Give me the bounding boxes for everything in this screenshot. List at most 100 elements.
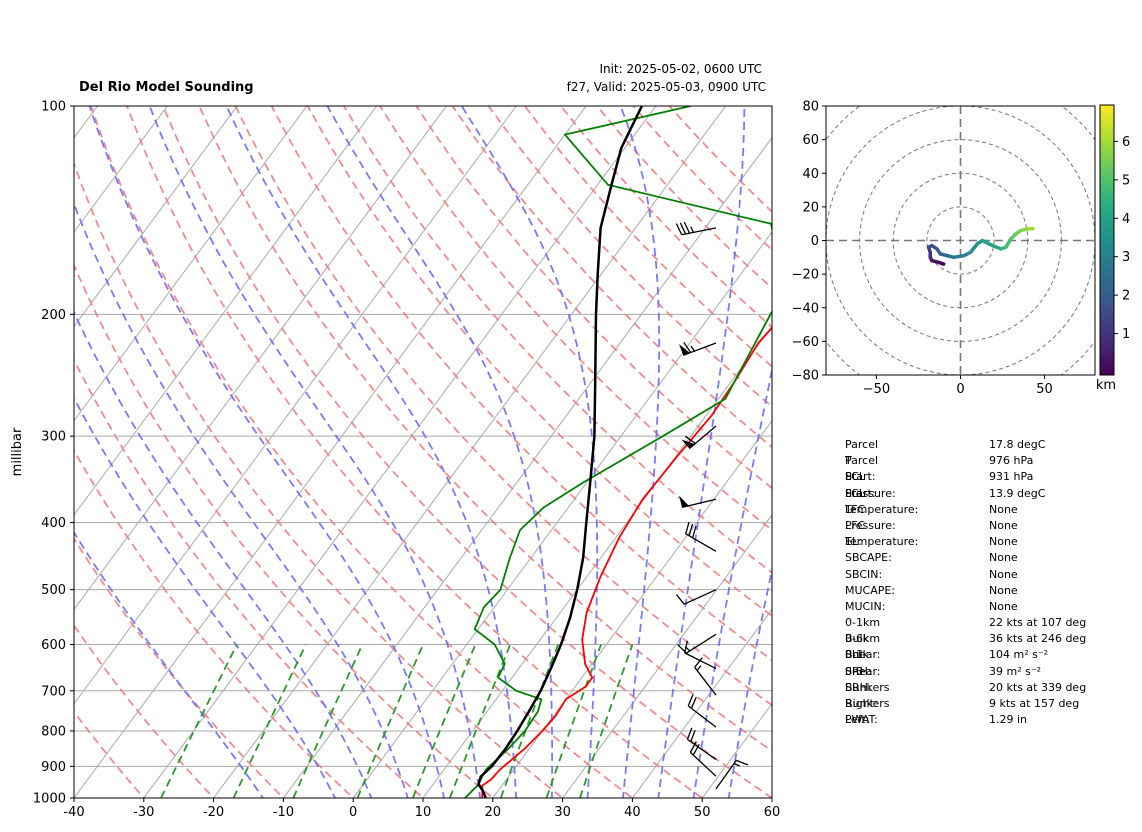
stat-label: LFC Temperature:: [845, 518, 919, 549]
wind-barb: [687, 694, 717, 728]
stat-label: 0-3 SRH:: [845, 664, 872, 694]
stat-value: 36 kts at 246 deg: [989, 632, 1087, 646]
moist-adiabat: [619, 106, 661, 798]
dry-adiabat: [74, 161, 565, 798]
colorbar-tick-label: 5: [1122, 173, 1130, 188]
isotherm-line: [74, 106, 448, 611]
moist-adiabat: [74, 201, 409, 798]
hodograph-y-tick-label: 60: [802, 133, 819, 148]
stat-value: None: [989, 567, 1018, 581]
stat-value: None: [989, 599, 1018, 613]
x-tick-label: -40: [63, 805, 84, 820]
hodograph-ring: [790, 95, 1142, 400]
stat-value: 104 m² s⁻²: [989, 648, 1049, 662]
moist-adiabat: [88, 106, 445, 798]
isotherm-line: [74, 106, 378, 516]
dry-adiabat: [162, 106, 772, 798]
mixing-ratio-line: [232, 644, 307, 798]
stat-label: 0-1km Bulk Shear:: [845, 616, 881, 662]
dry-adiabat: [74, 357, 425, 798]
y-tick-label: 500: [41, 583, 66, 598]
mixing-ratio-line: [356, 644, 424, 798]
y-tick-label: 200: [41, 308, 66, 323]
stat-label: MUCIN:: [845, 599, 886, 613]
hodograph-y-tick-label: 40: [802, 167, 819, 182]
mixing-ratio-line: [160, 644, 238, 798]
dry-adiabat: [74, 623, 215, 798]
isotherm-line: [282, 136, 772, 798]
y-tick-label: 400: [41, 516, 66, 531]
mixing-ratio-line: [579, 644, 634, 798]
stat-label: Parcel T Start:: [845, 438, 879, 484]
hodograph-y-tick-label: 0: [811, 234, 819, 249]
mixing-ratio-line: [292, 644, 364, 798]
colorbar-tick-label: 2: [1122, 289, 1130, 304]
moist-adiabat: [460, 106, 599, 798]
dry-adiabat: [306, 106, 772, 618]
stat-value: None: [989, 502, 1018, 516]
stat-value: 9 kts at 157 deg: [989, 697, 1080, 710]
stat-value: 931 hPa: [989, 470, 1034, 484]
hodograph-y-tick-label: −40: [792, 301, 819, 316]
x-tick-label: 10: [415, 805, 432, 820]
temperature-profile: [481, 326, 772, 798]
wind-barb: [689, 741, 717, 777]
colorbar-tick-label: 1: [1122, 327, 1130, 342]
stat-value: 1.29 in: [989, 713, 1028, 727]
isotherm-line: [492, 419, 772, 798]
x-tick-label: -20: [203, 805, 224, 820]
hodograph-segment: [980, 238, 995, 248]
hodograph-x-tick-label: 0: [956, 382, 964, 397]
dry-adiabat: [342, 106, 772, 574]
x-tick-label: 40: [624, 805, 641, 820]
stat-value: None: [989, 551, 1018, 565]
isotherm-line: [352, 231, 772, 798]
isotherm-line: [74, 106, 308, 422]
stat-label: LCL Pressure:: [845, 470, 896, 500]
stat-label: Bunkers Right:: [845, 680, 890, 711]
plot-frame: [73, 105, 773, 799]
x-tick-label: 0: [349, 805, 357, 820]
dry-adiabat: [234, 106, 772, 707]
wind-barb: [694, 657, 717, 696]
chart-title: Del Rio Model Sounding: [79, 80, 254, 95]
mixing-ratio-line: [545, 644, 602, 798]
stat-value: None: [989, 518, 1018, 532]
isotherm-line: [701, 702, 772, 798]
y-tick-label: 100: [41, 100, 66, 115]
isotherm-line: [631, 608, 772, 798]
stat-label: EL:: [845, 535, 862, 549]
colorbar-tick-label: 3: [1122, 250, 1130, 265]
wind-barb: [685, 521, 717, 552]
hodograph-y-tick-label: −20: [792, 268, 819, 283]
y-tick-label: 600: [41, 638, 66, 653]
parcel-profile: [477, 106, 644, 798]
dry-adiabat: [379, 106, 772, 532]
colorbar-label: km: [1096, 378, 1116, 393]
wind-barb: [681, 425, 717, 450]
stat-value: 22 kts at 107 deg: [989, 616, 1087, 630]
moist-adiabat: [74, 396, 337, 798]
hodograph-y-tick-label: 80: [802, 100, 819, 115]
y-tick-label: 300: [41, 430, 66, 445]
hodograph-y-tick-label: 20: [802, 200, 819, 215]
dry-adiabat: [198, 106, 772, 753]
wind-barb: [677, 633, 717, 654]
colorbar: [1099, 104, 1115, 376]
stat-value: None: [989, 583, 1018, 597]
moist-adiabat: [74, 530, 264, 798]
stat-value: 976 hPa: [989, 454, 1034, 468]
valid-time: f27, Valid: 2025-05-03, 0900 UTC: [566, 80, 766, 94]
stat-value: None: [989, 535, 1018, 549]
hodograph-segment: [968, 242, 980, 255]
isotherm-line: [74, 106, 587, 798]
isotherm-line: [561, 514, 772, 798]
x-tick-label: 30: [554, 805, 571, 820]
mixing-ratio-line: [449, 644, 512, 798]
wind-barb: [679, 495, 717, 508]
x-tick-label: 20: [485, 805, 502, 820]
mixing-ratio-line: [412, 644, 477, 798]
isotherm-line: [74, 106, 168, 233]
hodograph-ring: [926, 206, 995, 275]
y-tick-label: 800: [41, 724, 66, 739]
